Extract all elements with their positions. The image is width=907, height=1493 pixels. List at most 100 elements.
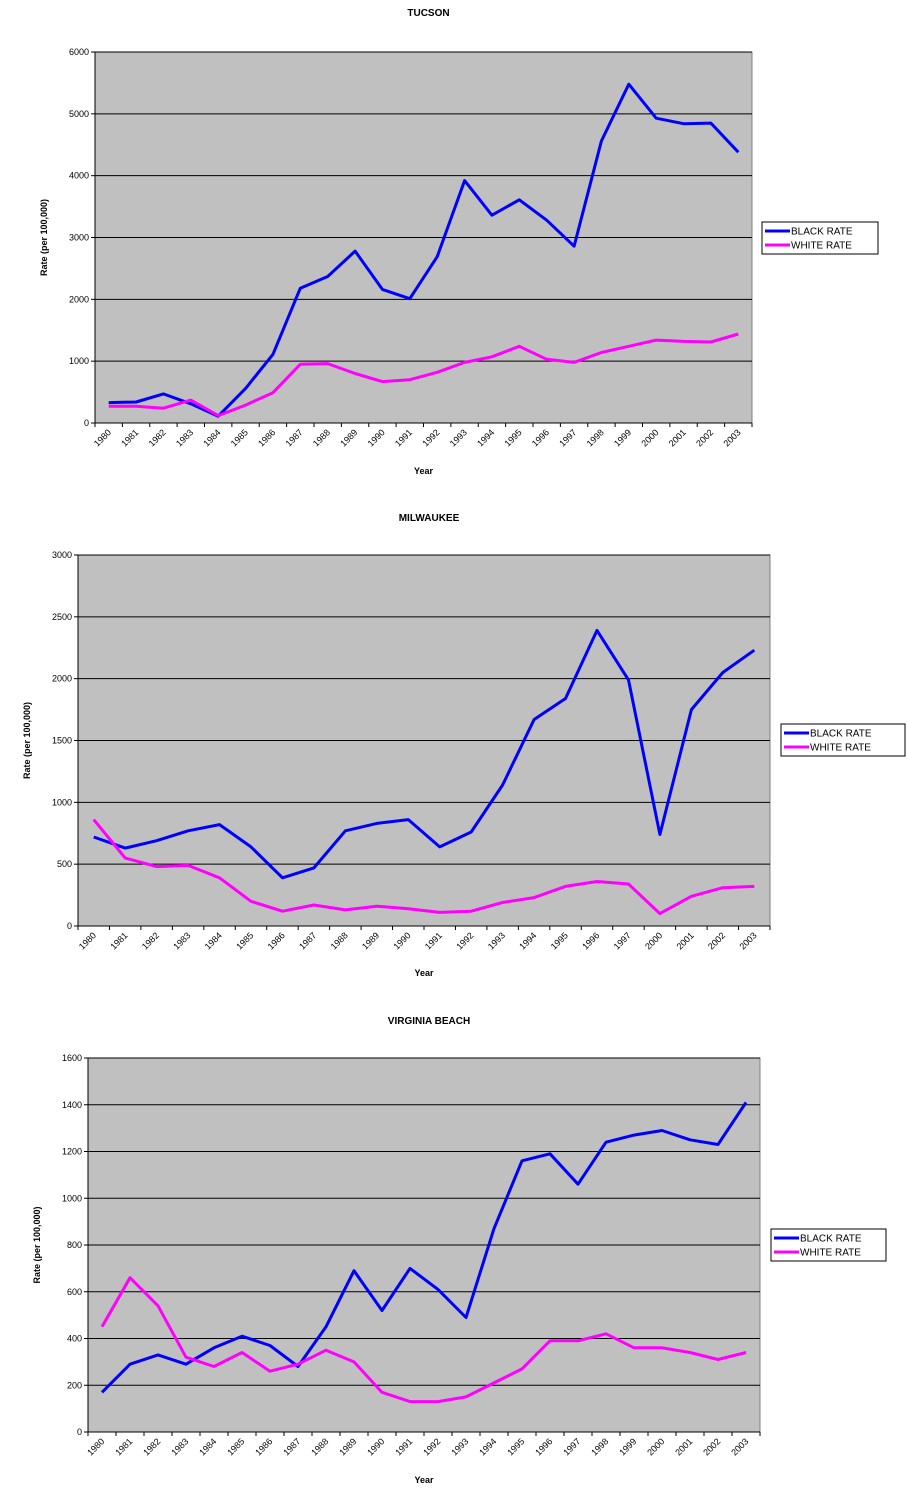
legend-label: WHITE RATE	[800, 1248, 861, 1259]
x-tick-label: 1988	[329, 930, 350, 951]
x-tick-label: 1983	[169, 1436, 190, 1457]
x-axis-label: Year	[414, 466, 434, 476]
y-tick-label: 2500	[52, 612, 72, 622]
y-tick-label: 2000	[69, 294, 89, 304]
x-tick-label: 2000	[639, 427, 660, 448]
series-line	[100, 1101, 748, 1394]
x-tick-label: 1983	[174, 427, 195, 448]
x-tick-label: 1997	[612, 930, 633, 951]
y-tick-label: 5000	[69, 109, 89, 119]
x-tick-label: 2001	[673, 1436, 694, 1457]
x-tick-label: 1990	[366, 427, 387, 448]
x-tick-label: 1997	[561, 1436, 582, 1457]
x-tick-label: 2000	[645, 1436, 666, 1457]
x-tick-label: 1982	[140, 930, 161, 951]
y-tick-label: 0	[77, 1427, 82, 1437]
x-tick-label: 1996	[530, 427, 551, 448]
x-tick-label: 1991	[423, 930, 444, 951]
legend-box	[780, 723, 906, 757]
x-tick-label: 1984	[197, 1436, 218, 1457]
x-tick-label: 2003	[737, 930, 758, 951]
legend: BLACK RATE WHITE RATE	[761, 221, 879, 255]
y-tick-label: 600	[67, 1287, 82, 1297]
x-tick-label: 1987	[283, 427, 304, 448]
x-tick-label: 1999	[617, 1436, 638, 1457]
x-tick-label: 1986	[253, 1436, 274, 1457]
x-tick-label: 1992	[420, 427, 441, 448]
legend-label: WHITE RATE	[791, 241, 852, 252]
x-tick-label: 1990	[391, 930, 412, 951]
x-tick-label: 1981	[113, 1436, 134, 1457]
y-tick-label: 1500	[52, 736, 72, 746]
x-tick-label: 1980	[92, 427, 113, 448]
x-tick-label: 1987	[297, 930, 318, 951]
legend-box	[770, 1228, 887, 1262]
x-tick-label: 1993	[486, 930, 507, 951]
series-line	[92, 818, 755, 916]
y-axis-label: Rate (per 100,000)	[22, 702, 32, 779]
x-tick-label: 1991	[393, 427, 414, 448]
legend-label: WHITE RATE	[810, 743, 871, 754]
legend-label: BLACK RATE	[791, 227, 853, 238]
x-tick-label: 1984	[203, 930, 224, 951]
y-tick-label: 200	[67, 1380, 82, 1390]
y-tick-label: 500	[57, 859, 72, 869]
x-tick-label: 1986	[266, 930, 287, 951]
x-tick-label: 1982	[141, 1436, 162, 1457]
x-tick-label: 2000	[643, 930, 664, 951]
y-tick-label: 1000	[69, 356, 89, 366]
x-tick-label: 1991	[393, 1436, 414, 1457]
x-tick-label: 1995	[505, 1436, 526, 1457]
x-tick-label: 1984	[201, 427, 222, 448]
y-tick-label: 2000	[52, 674, 72, 684]
x-tick-label: 2002	[706, 930, 727, 951]
x-tick-label: 1989	[337, 1436, 358, 1457]
x-tick-label: 1992	[454, 930, 475, 951]
x-tick-label: 1999	[612, 427, 633, 448]
y-tick-label: 400	[67, 1334, 82, 1344]
x-tick-label: 1980	[85, 1436, 106, 1457]
x-tick-label: 2002	[694, 427, 715, 448]
x-tick-label: 1985	[225, 1436, 246, 1457]
x-tick-label: 2003	[721, 427, 742, 448]
y-tick-label: 800	[67, 1240, 82, 1250]
x-axis-label: Year	[414, 1475, 434, 1485]
y-tick-label: 0	[84, 418, 89, 428]
y-tick-label: 1400	[62, 1100, 82, 1110]
x-tick-label: 1990	[365, 1436, 386, 1457]
x-tick-label: 1992	[421, 1436, 442, 1457]
x-tick-label: 1995	[502, 427, 523, 448]
x-tick-label: 1981	[119, 427, 140, 448]
x-tick-label: 1987	[281, 1436, 302, 1457]
chart-title: VIRGINIA BEACH	[388, 1016, 470, 1027]
x-tick-label: 2003	[729, 1436, 750, 1457]
legend-box	[761, 221, 879, 255]
y-tick-label: 3000	[69, 233, 89, 243]
series-line	[108, 332, 739, 418]
x-tick-label: 1988	[311, 427, 332, 448]
x-tick-label: 1986	[256, 427, 277, 448]
series-line	[93, 628, 756, 880]
y-tick-label: 1600	[62, 1053, 82, 1063]
x-tick-label: 1985	[229, 427, 250, 448]
legend: BLACK RATE WHITE RATE	[770, 1228, 887, 1262]
x-tick-label: 1988	[309, 1436, 330, 1457]
x-tick-label: 2002	[701, 1436, 722, 1457]
y-axis-label: Rate (per 100,000)	[32, 1206, 42, 1283]
x-tick-label: 2001	[667, 427, 688, 448]
x-tick-label: 1994	[475, 427, 496, 448]
x-tick-label: 1989	[360, 930, 381, 951]
x-tick-label: 1982	[147, 427, 168, 448]
y-tick-label: 3000	[52, 550, 72, 560]
legend: BLACK RATE WHITE RATE	[780, 723, 906, 757]
x-tick-label: 1996	[580, 930, 601, 951]
x-tick-label: 1998	[585, 427, 606, 448]
x-tick-label: 1994	[477, 1436, 498, 1457]
x-tick-label: 1981	[108, 930, 129, 951]
chart-title: MILWAUKEE	[399, 513, 460, 524]
y-tick-label: 1200	[62, 1147, 82, 1157]
y-tick-label: 0	[67, 921, 72, 931]
x-tick-label: 1983	[171, 930, 192, 951]
legend-label: BLACK RATE	[800, 1234, 862, 1245]
